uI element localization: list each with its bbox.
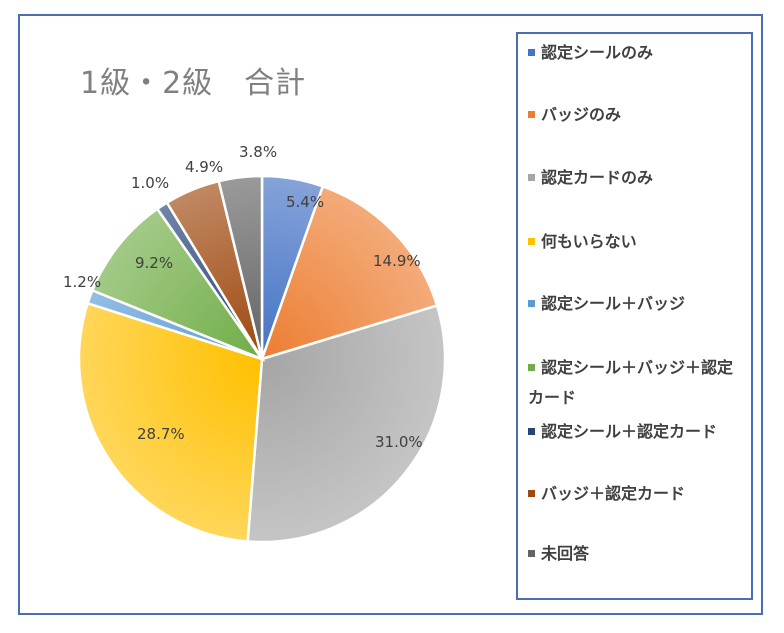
data-label: 9.2%	[135, 254, 173, 272]
data-label: 5.4%	[286, 193, 324, 211]
legend-swatch	[528, 364, 535, 371]
legend-item: バッジ＋認定カード	[528, 479, 748, 509]
legend-swatch	[528, 490, 535, 497]
data-label: 1.0%	[131, 174, 169, 192]
legend-item: 認定シールのみ	[528, 38, 748, 68]
legend-swatch	[528, 300, 535, 307]
legend-label: 未回答	[541, 544, 590, 563]
data-label: 14.9%	[373, 252, 421, 270]
pie-slice	[77, 301, 264, 543]
pie-slice	[246, 303, 447, 544]
data-label: 3.8%	[239, 143, 277, 161]
data-label: 4.9%	[185, 158, 223, 176]
legend-item: 認定シール＋バッジ＋認定カード	[528, 353, 748, 413]
legend-item: 未回答	[528, 539, 748, 569]
chart-legend: 認定シールのみ バッジのみ認定カードのみ 何もいらない認定シール＋バッジ認定シール＋…	[516, 32, 753, 600]
legend-swatch	[528, 550, 535, 557]
legend-swatch	[528, 49, 535, 56]
pie-slice	[217, 174, 264, 360]
legend-item: 認定シール＋認定カード	[528, 417, 748, 447]
legend-label: バッジのみ	[541, 105, 622, 124]
legend-swatch	[528, 111, 535, 118]
legend-item: 何もいらない	[528, 227, 748, 257]
legend-label: 認定シール＋認定カード	[541, 422, 718, 441]
legend-label: 何もいらない	[541, 232, 637, 251]
legend-swatch	[528, 428, 535, 435]
legend-item: 認定カードのみ	[528, 163, 748, 193]
pie-slice	[90, 207, 266, 362]
legend-label: 認定シール＋バッジ	[541, 294, 686, 313]
legend-item: バッジのみ	[528, 100, 748, 130]
data-label: 28.7%	[137, 425, 185, 443]
legend-label: 認定シールのみ	[541, 43, 654, 62]
legend-swatch	[528, 174, 535, 181]
chart-title: 1級・2級 合計	[80, 66, 307, 101]
legend-item: 認定シール＋バッジ	[528, 289, 748, 319]
data-label: 31.0%	[375, 433, 423, 451]
data-label: 1.2%	[63, 273, 101, 291]
legend-swatch	[528, 238, 535, 245]
legend-label: バッジ＋認定カード	[541, 484, 686, 503]
legend-label: 認定カードのみ	[541, 168, 654, 187]
pie-slice	[259, 184, 439, 361]
legend-label: 認定シール＋バッジ＋認定カード	[528, 358, 734, 407]
